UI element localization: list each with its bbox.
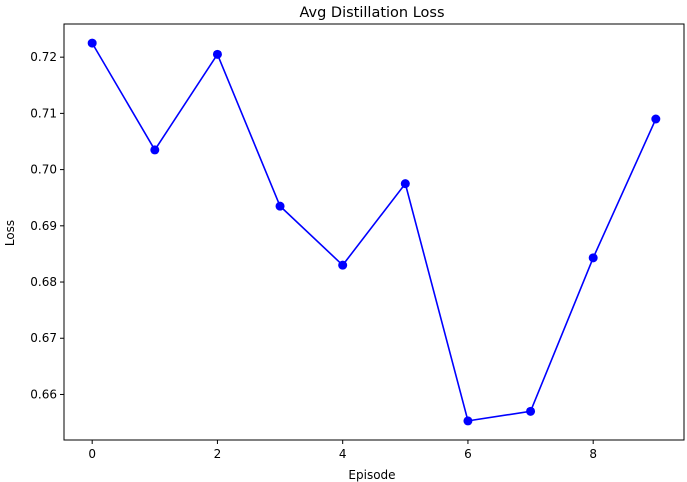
y-tick-label: 0.72 bbox=[30, 50, 57, 64]
data-point bbox=[651, 114, 661, 124]
data-point bbox=[275, 201, 285, 211]
x-tick-label: 0 bbox=[88, 447, 96, 461]
series-layer bbox=[87, 38, 661, 426]
x-tick-label: 8 bbox=[589, 447, 597, 461]
y-tick-label: 0.66 bbox=[30, 387, 57, 401]
y-tick-label: 0.71 bbox=[30, 106, 57, 120]
y-tick-label: 0.69 bbox=[30, 219, 57, 233]
y-tick-label: 0.68 bbox=[30, 275, 57, 289]
data-point bbox=[212, 49, 222, 59]
data-point bbox=[526, 406, 536, 416]
data-point bbox=[338, 260, 348, 270]
y-tick-label: 0.67 bbox=[30, 331, 57, 345]
y-tick-label: 0.70 bbox=[30, 163, 57, 177]
x-tick-label: 4 bbox=[339, 447, 347, 461]
data-point bbox=[87, 38, 97, 48]
data-point bbox=[588, 253, 598, 263]
x-tick-label: 6 bbox=[464, 447, 472, 461]
plot-area bbox=[64, 24, 684, 440]
x-axis-label: Episode bbox=[348, 468, 395, 482]
x-tick-label: 2 bbox=[214, 447, 222, 461]
ticks-layer: 0 2 4 6 8 0.66 0.67 0.68 0.69 0.70 0.71 0.72 bbox=[30, 50, 597, 461]
data-point bbox=[400, 179, 410, 189]
axes-frame bbox=[63, 23, 685, 441]
data-point bbox=[463, 416, 473, 426]
data-point bbox=[150, 145, 160, 155]
y-axis-label: Loss bbox=[3, 220, 17, 246]
chart-title: Avg Distillation Loss bbox=[299, 5, 444, 21]
series-line bbox=[91, 42, 657, 422]
